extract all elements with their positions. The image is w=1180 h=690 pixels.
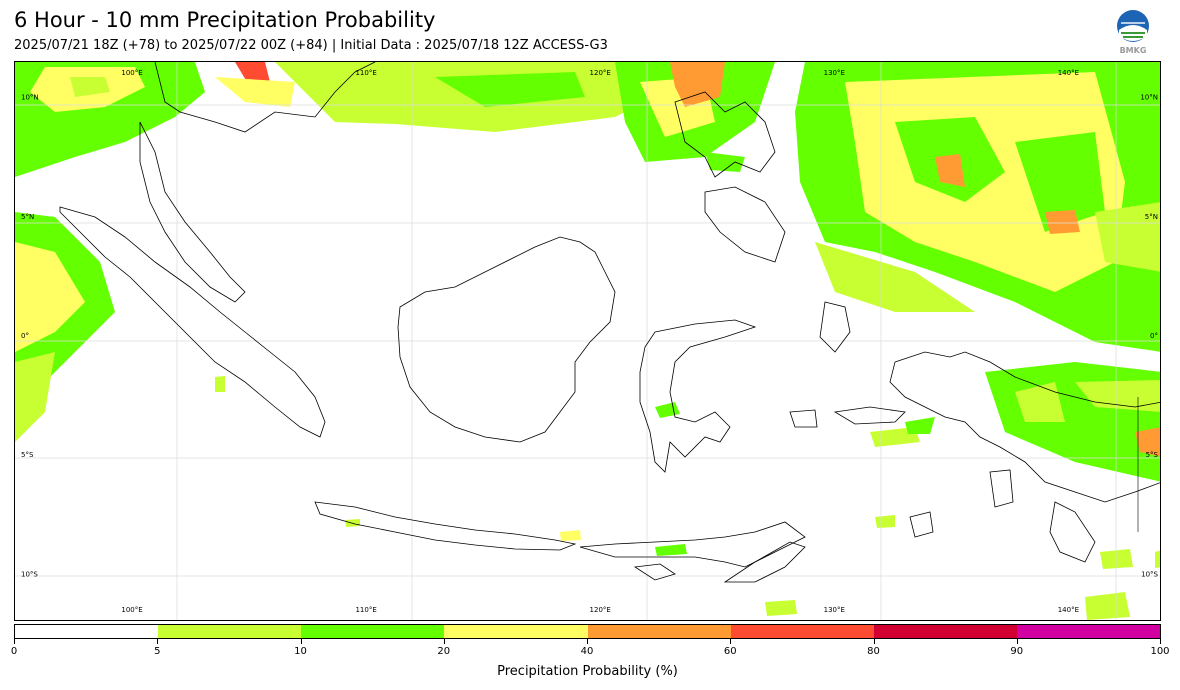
precipitation-map: 100°E 110°E 120°E 130°E 140°E 100°E 110°E 120°… <box>14 61 1161 621</box>
lat-label-right: 5°N <box>1145 213 1158 221</box>
latitude-labels-right: 10°N 5°N 0° 5°S 10°S <box>1140 94 1158 579</box>
lon-label-bottom: 120°E <box>590 606 611 614</box>
lat-label-left: 0° <box>21 332 29 340</box>
colorbar-tick <box>1016 639 1018 644</box>
colorbar-tick-label: 10 <box>294 646 307 657</box>
lat-label-left: 10°S <box>21 570 38 578</box>
lat-label-right: 0° <box>1150 332 1158 340</box>
colorbar-tick-label: 0 <box>10 646 18 657</box>
buru-coast <box>789 409 818 428</box>
colorbar-segment <box>301 625 445 638</box>
lat-label-right: 10°N <box>1140 94 1158 102</box>
lon-label-bottom: 140°E <box>1058 606 1079 614</box>
new-guinea-coast <box>889 351 1160 503</box>
latitude-labels-left: 10°N 5°N 0° 5°S 10°S <box>21 94 39 579</box>
lon-label-top: 120°E <box>590 69 611 77</box>
svg-text:BMKG: BMKG <box>1120 46 1147 55</box>
lon-label-bottom: 130°E <box>824 606 845 614</box>
tanimbar-coast <box>909 511 934 538</box>
malay-peninsula-coast <box>139 121 246 303</box>
indochina-coast <box>154 62 376 133</box>
colorbar-tick-label: 90 <box>1010 646 1024 657</box>
lon-label-bottom: 100°E <box>121 606 142 614</box>
halmahera-coast <box>819 301 851 353</box>
colorbar-title: Precipitation Probability (%) <box>497 664 678 679</box>
colorbar-segment <box>587 625 731 638</box>
bmkg-logo: BMKG <box>1112 8 1154 56</box>
colorbar-segment <box>730 625 874 638</box>
borneo-coast <box>397 236 616 443</box>
colorbar-tick <box>157 639 159 644</box>
seram-coast <box>833 406 906 425</box>
colorbar-tick-label: 20 <box>437 646 451 657</box>
lon-label-top: 100°E <box>121 69 142 77</box>
coastlines <box>59 62 1160 583</box>
lat-label-right: 10°S <box>1141 570 1158 578</box>
philippines-coast <box>674 91 776 178</box>
colorbar-tick-label: 80 <box>867 646 880 657</box>
colorbar-tick-label: 100 <box>1150 646 1170 657</box>
lat-label-left: 10°N <box>21 94 39 102</box>
lesser-sunda-coast <box>579 521 806 568</box>
colorbar-tick <box>873 639 875 644</box>
papua-south-coast <box>1049 501 1096 563</box>
longitude-labels-top: 100°E 110°E 120°E 130°E 140°E <box>121 69 1079 77</box>
mindanao-coast <box>704 186 786 263</box>
lon-label-top: 130°E <box>824 69 845 77</box>
sulawesi-coast <box>639 319 757 473</box>
lat-label-left: 5°S <box>21 451 34 459</box>
colorbar-tick <box>300 639 302 644</box>
colorbar-tick-label: 40 <box>580 646 594 657</box>
map-subtitle: 2025/07/21 18Z (+78) to 2025/07/22 00Z (… <box>14 38 608 53</box>
colorbar-tick <box>443 639 445 644</box>
aru-coast <box>989 469 1014 508</box>
colorbar-segment <box>1016 625 1160 638</box>
timor-coast <box>723 541 806 583</box>
map-title: 6 Hour - 10 mm Precipitation Probability <box>14 8 436 32</box>
map-gridlines <box>15 62 1160 620</box>
colorbar-tick <box>730 639 732 644</box>
colorbar-tick-label: 5 <box>154 646 161 657</box>
lon-label-top: 110°E <box>355 69 376 77</box>
colorbar-segment <box>873 625 1017 638</box>
colorbar-tick <box>587 639 588 644</box>
java-coast <box>314 501 577 551</box>
colorbar <box>14 624 1161 639</box>
sumba-coast <box>633 563 676 581</box>
lat-label-right: 5°S <box>1146 451 1159 459</box>
colorbar-segment <box>158 625 302 638</box>
sumatra-coast <box>59 206 326 438</box>
lon-label-bottom: 110°E <box>355 606 376 614</box>
colorbar-segment <box>15 625 159 638</box>
colorbar-tick <box>1160 639 1161 644</box>
lon-label-top: 140°E <box>1058 69 1079 77</box>
colorbar-segment <box>444 625 588 638</box>
colorbar-tick-label: 60 <box>723 646 737 657</box>
longitude-labels-bottom: 100°E 110°E 120°E 130°E 140°E <box>121 606 1079 614</box>
colorbar-tick <box>14 639 15 644</box>
lat-label-left: 5°N <box>21 213 34 221</box>
